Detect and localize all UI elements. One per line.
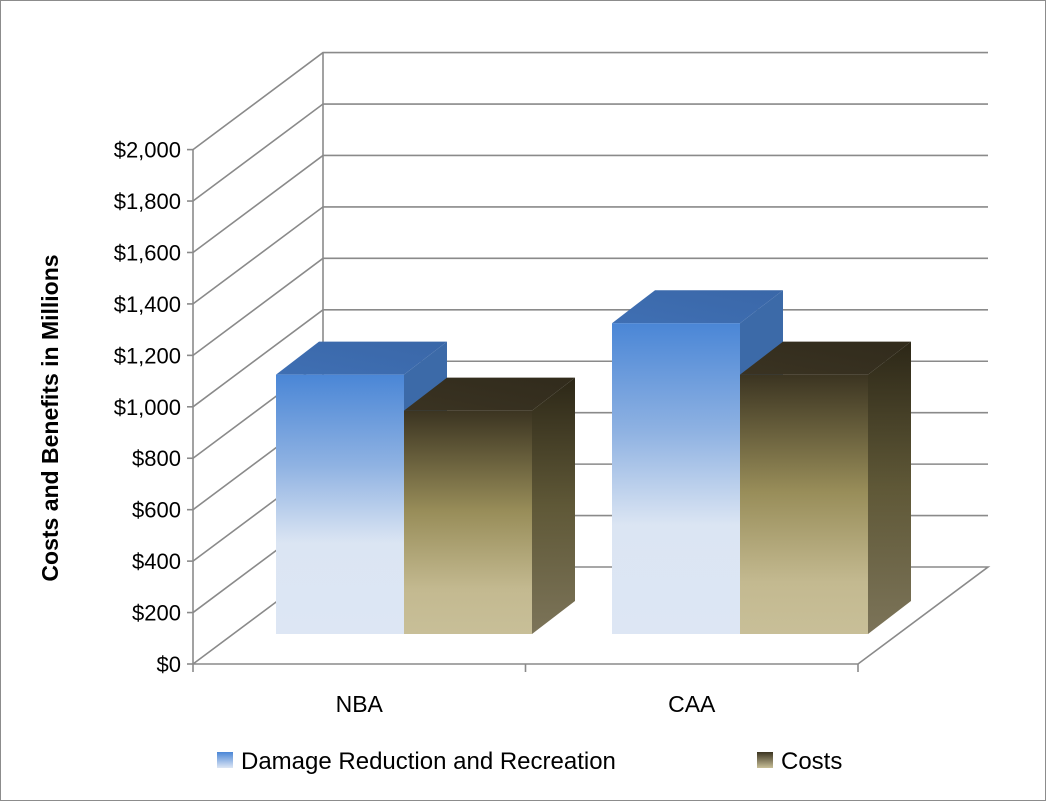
bar-top-face xyxy=(740,341,911,375)
bar-front-face xyxy=(740,374,868,634)
legend: Damage Reduction and Recreation Costs xyxy=(217,748,842,775)
legend-item-damage-reduction-and-recreation: Damage Reduction and Recreation xyxy=(217,748,616,775)
y-tick-label: $600 xyxy=(132,498,181,523)
y-tick-label: $1,800 xyxy=(114,189,181,214)
y-tick-label: $1,600 xyxy=(114,240,181,265)
legend-swatch xyxy=(757,752,773,768)
bar-top-face xyxy=(276,341,447,375)
axes: $0 $200 $400 $600 $800 $1,000 $1,200 $1,400 $1,6… xyxy=(114,138,859,717)
gridline-7 xyxy=(192,206,988,305)
legend-label: Damage Reduction and Recreation xyxy=(241,748,616,775)
y-tick-label: $1,000 xyxy=(114,395,181,420)
x-tick-label: CAA xyxy=(668,691,716,717)
y-tick-label: $0 xyxy=(157,652,181,677)
y-tick-label: $1,400 xyxy=(114,292,181,317)
bar-side-face xyxy=(868,341,911,634)
y-tick-label: $800 xyxy=(132,446,181,471)
gridline-10 xyxy=(192,51,988,151)
bar-front-face xyxy=(612,323,740,634)
y-tick-label: $1,200 xyxy=(114,343,181,368)
y-tick-label: $2,000 xyxy=(114,138,181,163)
bar-caa-costs xyxy=(740,341,911,634)
legend-label: Costs xyxy=(781,748,842,775)
bar-front-face xyxy=(404,410,532,634)
gridline-8 xyxy=(192,154,988,254)
y-tick-label: $400 xyxy=(132,549,181,574)
gridline-6 xyxy=(192,257,988,357)
bar-top-face xyxy=(404,377,575,411)
x-tick-label: NBA xyxy=(336,691,384,717)
bar-top-face xyxy=(612,290,783,324)
gridline-9 xyxy=(192,103,988,202)
bars xyxy=(276,290,911,634)
legend-item-costs: Costs xyxy=(757,748,842,775)
legend-swatch xyxy=(217,752,233,768)
y-axis-label: Costs and Benefits in Millions xyxy=(37,254,63,581)
bar-side-face xyxy=(532,377,575,634)
bar-nba-costs xyxy=(404,377,575,634)
y-tick-label: $200 xyxy=(132,601,181,626)
bar-front-face xyxy=(276,374,404,634)
